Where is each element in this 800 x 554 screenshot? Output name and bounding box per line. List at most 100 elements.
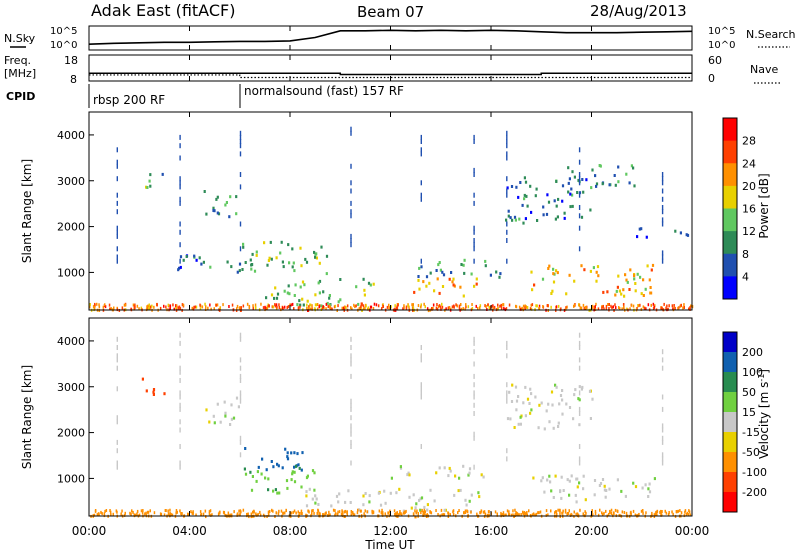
- data-cell: [575, 500, 578, 504]
- data-cell: [255, 479, 258, 483]
- data-cell: [420, 357, 422, 363]
- data-cell: [298, 511, 301, 515]
- data-cell: [448, 277, 451, 281]
- data-cell: [255, 250, 258, 254]
- data-cell: [344, 305, 346, 309]
- data-cell: [425, 284, 428, 288]
- data-cell: [528, 509, 530, 513]
- data-cell: [622, 303, 625, 306]
- data-cell: [628, 288, 631, 291]
- data-cell: [418, 266, 421, 270]
- data-cell: [625, 278, 628, 282]
- data-cell: [116, 510, 118, 514]
- data-cell: [350, 233, 352, 239]
- data-cell: [313, 250, 316, 254]
- data-cell: [467, 305, 470, 309]
- data-cell: [573, 279, 576, 283]
- data-cell: [578, 406, 581, 412]
- data-cell: [405, 509, 407, 513]
- data-cell: [523, 176, 526, 180]
- data-cell: [506, 382, 508, 388]
- xtick-label: 16:00: [474, 524, 509, 538]
- data-cell: [453, 284, 456, 288]
- data-cell: [580, 387, 583, 391]
- data-cell: [416, 509, 418, 513]
- data-cell: [525, 194, 528, 198]
- data-cell: [634, 513, 637, 517]
- data-cell: [116, 200, 118, 206]
- data-cell: [561, 184, 565, 188]
- data-cell: [559, 490, 562, 494]
- data-cell: [387, 511, 390, 515]
- data-cell: [529, 387, 532, 391]
- velocity-ylabel: Slant Range [km]: [20, 365, 34, 469]
- data-cell: [579, 508, 581, 512]
- data-cell: [179, 419, 181, 425]
- data-cell: [511, 218, 514, 222]
- data-cell: [262, 306, 265, 310]
- data-cell: [300, 512, 303, 515]
- data-cell: [594, 512, 597, 515]
- data-cell: [181, 303, 184, 307]
- data-cell: [424, 510, 426, 514]
- data-cell: [278, 303, 280, 307]
- data-cell: [633, 184, 636, 188]
- data-cell: [601, 306, 603, 310]
- data-cell: [484, 259, 487, 263]
- data-cell: [401, 513, 403, 517]
- data-cell: [661, 172, 664, 177]
- data-cell: [545, 513, 548, 517]
- data-cell: [267, 510, 270, 514]
- data-cell: [146, 305, 148, 309]
- data-cell: [602, 290, 605, 294]
- data-cell: [290, 511, 293, 515]
- data-cell: [601, 478, 605, 481]
- nave-label: Nave: [750, 63, 778, 76]
- data-cell: [285, 479, 289, 483]
- data-cell: [578, 192, 581, 198]
- data-cell: [328, 294, 331, 297]
- data-cell: [661, 460, 664, 466]
- data-cell: [617, 509, 619, 513]
- data-cell: [522, 304, 525, 308]
- data-cell: [497, 303, 499, 307]
- data-cell: [435, 306, 438, 310]
- data-cell: [169, 508, 171, 512]
- ytick-label: 1000: [57, 266, 85, 279]
- data-cell: [484, 264, 487, 268]
- data-cell: [547, 304, 549, 307]
- data-cell: [152, 393, 155, 396]
- data-cell: [159, 306, 162, 310]
- data-cell: [502, 513, 505, 517]
- data-cell: [116, 192, 118, 198]
- data-cell: [351, 307, 353, 311]
- data-cell: [555, 305, 558, 309]
- data-cell: [204, 302, 206, 306]
- data-cell: [686, 511, 689, 515]
- colorbar-tick-label: 100: [742, 366, 763, 379]
- data-cell: [450, 271, 453, 274]
- data-cell: [671, 510, 673, 514]
- data-cell: [420, 134, 422, 140]
- data-cell: [473, 139, 475, 144]
- data-cell: [322, 290, 325, 294]
- data-cell: [230, 403, 233, 407]
- data-cell: [595, 270, 598, 274]
- data-cell: [271, 508, 273, 512]
- data-cell: [618, 289, 621, 293]
- data-cell: [372, 307, 375, 310]
- data-cell: [213, 421, 216, 425]
- data-cell: [482, 475, 485, 479]
- data-cell: [438, 466, 441, 470]
- data-cell: [685, 233, 688, 237]
- data-cell: [169, 307, 171, 311]
- data-cell: [566, 305, 568, 309]
- data-cell: [447, 474, 450, 478]
- data-cell: [485, 305, 487, 308]
- data-cell: [306, 303, 308, 307]
- data-cell: [350, 238, 352, 243]
- data-cell: [548, 420, 551, 424]
- data-cell: [350, 188, 352, 194]
- data-cell: [473, 225, 475, 231]
- data-cell: [350, 163, 352, 169]
